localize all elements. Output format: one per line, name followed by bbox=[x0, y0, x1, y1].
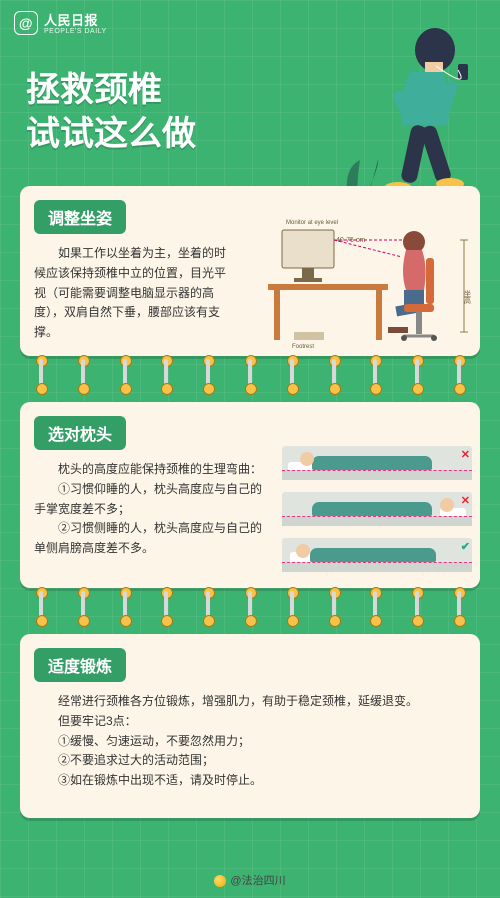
card-exercise-lead: 但要牢记3点： bbox=[34, 712, 466, 732]
page-title: 拯救颈椎 试试这么做 bbox=[26, 68, 196, 156]
annot-monitor: Monitor at eye level bbox=[286, 220, 338, 226]
card-posture: 调整坐姿 如果工作以坐着为主，坐着的时候应该保持颈椎中立的位置，目光平视（可能需… bbox=[20, 186, 480, 356]
bed-wrong-2: ✕ bbox=[282, 492, 472, 526]
card-pillow: 选对枕头 枕头的高度应能保持颈椎的生理弯曲： ①习惯仰睡的人，枕头高度应与自己的… bbox=[20, 402, 480, 588]
spiral-binder-1 bbox=[20, 360, 480, 390]
at-icon: @ bbox=[14, 11, 38, 35]
title-line-2: 试试这么做 bbox=[26, 112, 196, 156]
check-icon: ✔ bbox=[461, 540, 470, 553]
card-exercise-i1: ①缓慢、匀速运动，不要忽然用力； bbox=[34, 732, 466, 752]
bed-correct: ✔ bbox=[282, 538, 472, 572]
title-line-1: 拯救颈椎 bbox=[26, 68, 196, 112]
brand-logo: @ 人民日报 PEOPLE'S DAILY bbox=[14, 10, 107, 35]
card-exercise: 适度锻炼 经常进行颈椎各方位锻炼，增强肌力，有助于稳定颈椎，延缓退变。 但要牢记… bbox=[20, 634, 480, 818]
desk-illustration: Monitor at eye level 40-75 cm Footrest 坐… bbox=[264, 212, 474, 352]
weibo-icon bbox=[214, 875, 226, 887]
footer-text: @法治四川 bbox=[230, 875, 285, 887]
footer-credit: @法治四川 bbox=[0, 872, 500, 888]
card-exercise-i2: ②不要追求过大的活动范围； bbox=[34, 751, 466, 771]
pillow-illustration: ✕ ✕ ✔ bbox=[282, 446, 472, 584]
card-exercise-p1: 经常进行颈椎各方位锻炼，增强肌力，有助于稳定颈椎，延缓退变。 bbox=[34, 692, 466, 712]
card-exercise-body: 经常进行颈椎各方位锻炼，增强肌力，有助于稳定颈椎，延缓退变。 但要牢记3点： ①… bbox=[34, 692, 466, 791]
annot-footrest: Footrest bbox=[292, 344, 314, 350]
card-pillow-body: 枕头的高度应能保持颈椎的生理弯曲： ①习惯仰睡的人，枕头高度应与自己的手掌宽度差… bbox=[34, 460, 264, 559]
card-pillow-p1: ①习惯仰睡的人，枕头高度应与自己的手掌宽度差不多； bbox=[34, 480, 264, 520]
bed-wrong-1: ✕ bbox=[282, 446, 472, 480]
svg-text:坐高: 坐高 bbox=[464, 289, 472, 305]
card-posture-body: 如果工作以坐着为主，坐着的时候应该保持颈椎中立的位置，目光平视（可能需要调整电脑… bbox=[34, 244, 234, 343]
walker-illustration bbox=[340, 10, 490, 210]
card-posture-text: 如果工作以坐着为主，坐着的时候应该保持颈椎中立的位置，目光平视（可能需要调整电脑… bbox=[34, 244, 234, 343]
card-pillow-p2: ②习惯侧睡的人，枕头高度应与自己的单侧肩膀高度差不多。 bbox=[34, 519, 264, 559]
card-exercise-tab: 适度锻炼 bbox=[34, 648, 126, 682]
card-pillow-tab: 选对枕头 bbox=[34, 416, 126, 450]
card-exercise-i3: ③如在锻炼中出现不适，请及时停止。 bbox=[34, 771, 466, 791]
cross-icon: ✕ bbox=[461, 494, 470, 507]
brand-name: 人民日报 bbox=[44, 13, 98, 28]
card-posture-tab: 调整坐姿 bbox=[34, 200, 126, 234]
spiral-binder-2 bbox=[20, 592, 480, 622]
card-pillow-lead: 枕头的高度应能保持颈椎的生理弯曲： bbox=[34, 460, 264, 480]
cross-icon: ✕ bbox=[461, 448, 470, 461]
brand-sub: PEOPLE'S DAILY bbox=[44, 28, 107, 35]
